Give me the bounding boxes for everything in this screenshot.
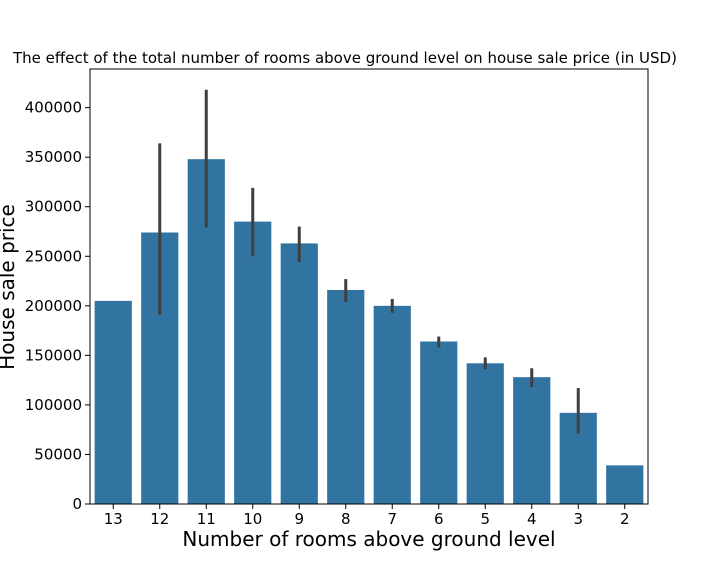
y-tick-label-0: 0 bbox=[72, 495, 82, 513]
x-tick-label-4: 4 bbox=[527, 510, 537, 528]
y-tick-label-250000: 250000 bbox=[25, 247, 82, 265]
y-tick-label-50000: 50000 bbox=[34, 445, 82, 463]
x-tick-label-2: 2 bbox=[620, 510, 630, 528]
y-tick-label-300000: 300000 bbox=[25, 198, 82, 216]
x-tick-label-9: 9 bbox=[294, 510, 304, 528]
x-tick-label-13: 13 bbox=[104, 510, 123, 528]
x-tick-label-10: 10 bbox=[243, 510, 262, 528]
bar-13 bbox=[94, 300, 132, 504]
bar-7 bbox=[373, 305, 411, 504]
bar-2 bbox=[606, 465, 644, 504]
bar-5 bbox=[466, 363, 504, 504]
bar-6 bbox=[420, 341, 458, 504]
x-axis-label: Number of rooms above ground level bbox=[182, 527, 555, 551]
x-tick-label-6: 6 bbox=[434, 510, 444, 528]
x-tick-label-5: 5 bbox=[480, 510, 490, 528]
x-tick-label-11: 11 bbox=[197, 510, 216, 528]
bar-10 bbox=[234, 221, 272, 504]
x-tick-label-3: 3 bbox=[573, 510, 583, 528]
chart-title: The effect of the total number of rooms … bbox=[12, 49, 677, 67]
x-tick-label-7: 7 bbox=[387, 510, 397, 528]
axes-group: 13 12 11 10 9 8 7 6 5 4 3 2 0 50000 100000 150000 200000… bbox=[25, 68, 649, 528]
bar-4 bbox=[513, 377, 551, 504]
plot-frame bbox=[89, 68, 649, 505]
bars-group bbox=[94, 159, 644, 505]
y-tick-label-150000: 150000 bbox=[25, 346, 82, 364]
y-axis-label: House sale price bbox=[0, 204, 19, 370]
bar-9 bbox=[280, 243, 318, 504]
x-tick-label-12: 12 bbox=[150, 510, 169, 528]
y-tick-label-100000: 100000 bbox=[25, 396, 82, 414]
y-tick-label-400000: 400000 bbox=[25, 99, 82, 117]
x-tick-label-8: 8 bbox=[341, 510, 351, 528]
error-bars-group bbox=[158, 89, 580, 434]
bar-8 bbox=[327, 289, 365, 504]
y-tick-label-200000: 200000 bbox=[25, 297, 82, 315]
y-tick-label-350000: 350000 bbox=[25, 148, 82, 166]
